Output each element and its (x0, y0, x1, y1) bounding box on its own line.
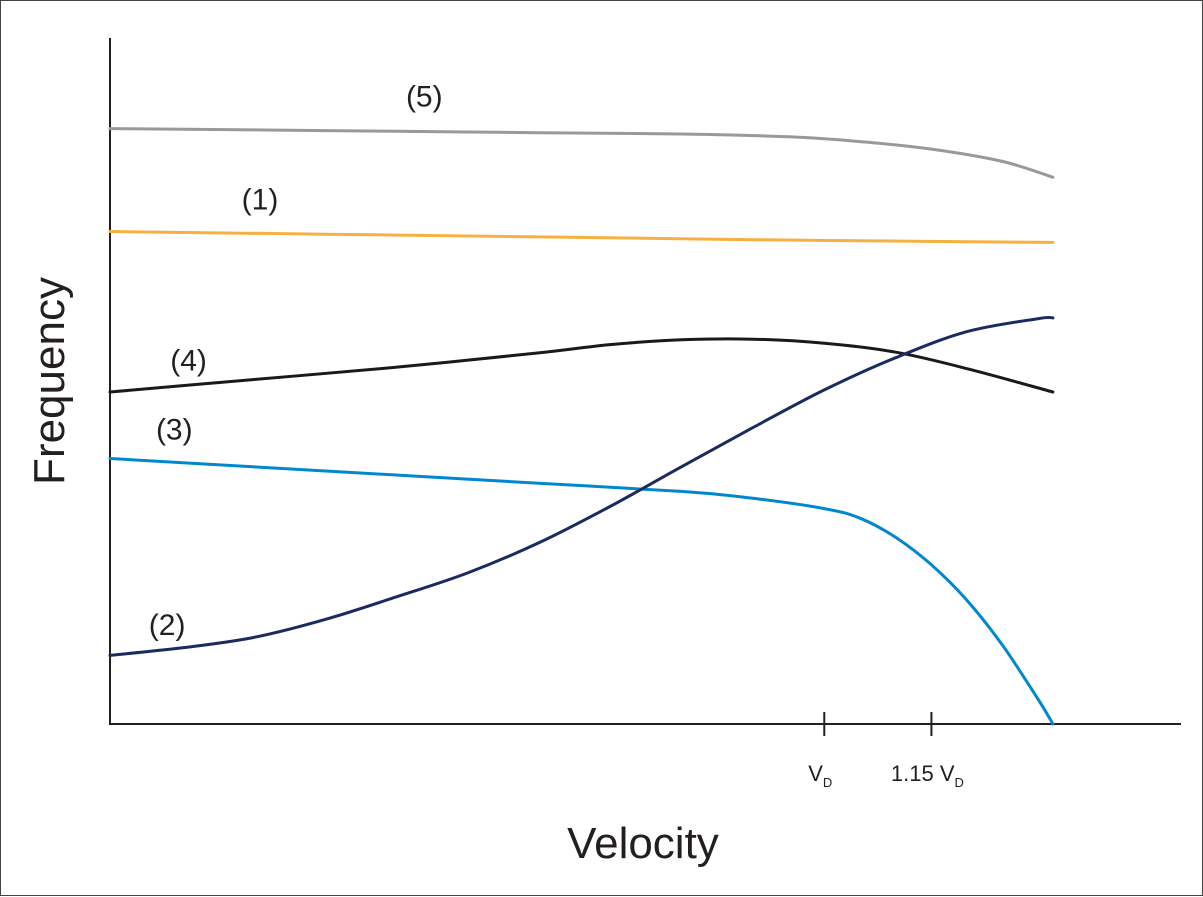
curve-label-4: (4) (170, 345, 207, 378)
x-tick-label: 1.15 VD (891, 761, 964, 790)
axes (109, 38, 1181, 725)
y-axis-title: Frequency (25, 277, 74, 485)
series-group (108, 127, 1055, 726)
series-line-1 (108, 230, 1055, 244)
series-line-2 (108, 315, 1055, 657)
series-line-4 (108, 337, 1055, 394)
series-line-3 (108, 457, 1055, 726)
curve-label-2: (2) (149, 609, 186, 642)
curve-label-1: (1) (242, 184, 279, 217)
curve-label-5: (5) (406, 81, 443, 114)
series-line-5 (108, 127, 1055, 179)
x-tick-label: VD (808, 761, 832, 790)
curve-labels: (5) (1) (4) (3) (2) (149, 81, 443, 642)
curve-label-3: (3) (156, 413, 193, 446)
x-axis-title: Velocity (567, 819, 719, 868)
